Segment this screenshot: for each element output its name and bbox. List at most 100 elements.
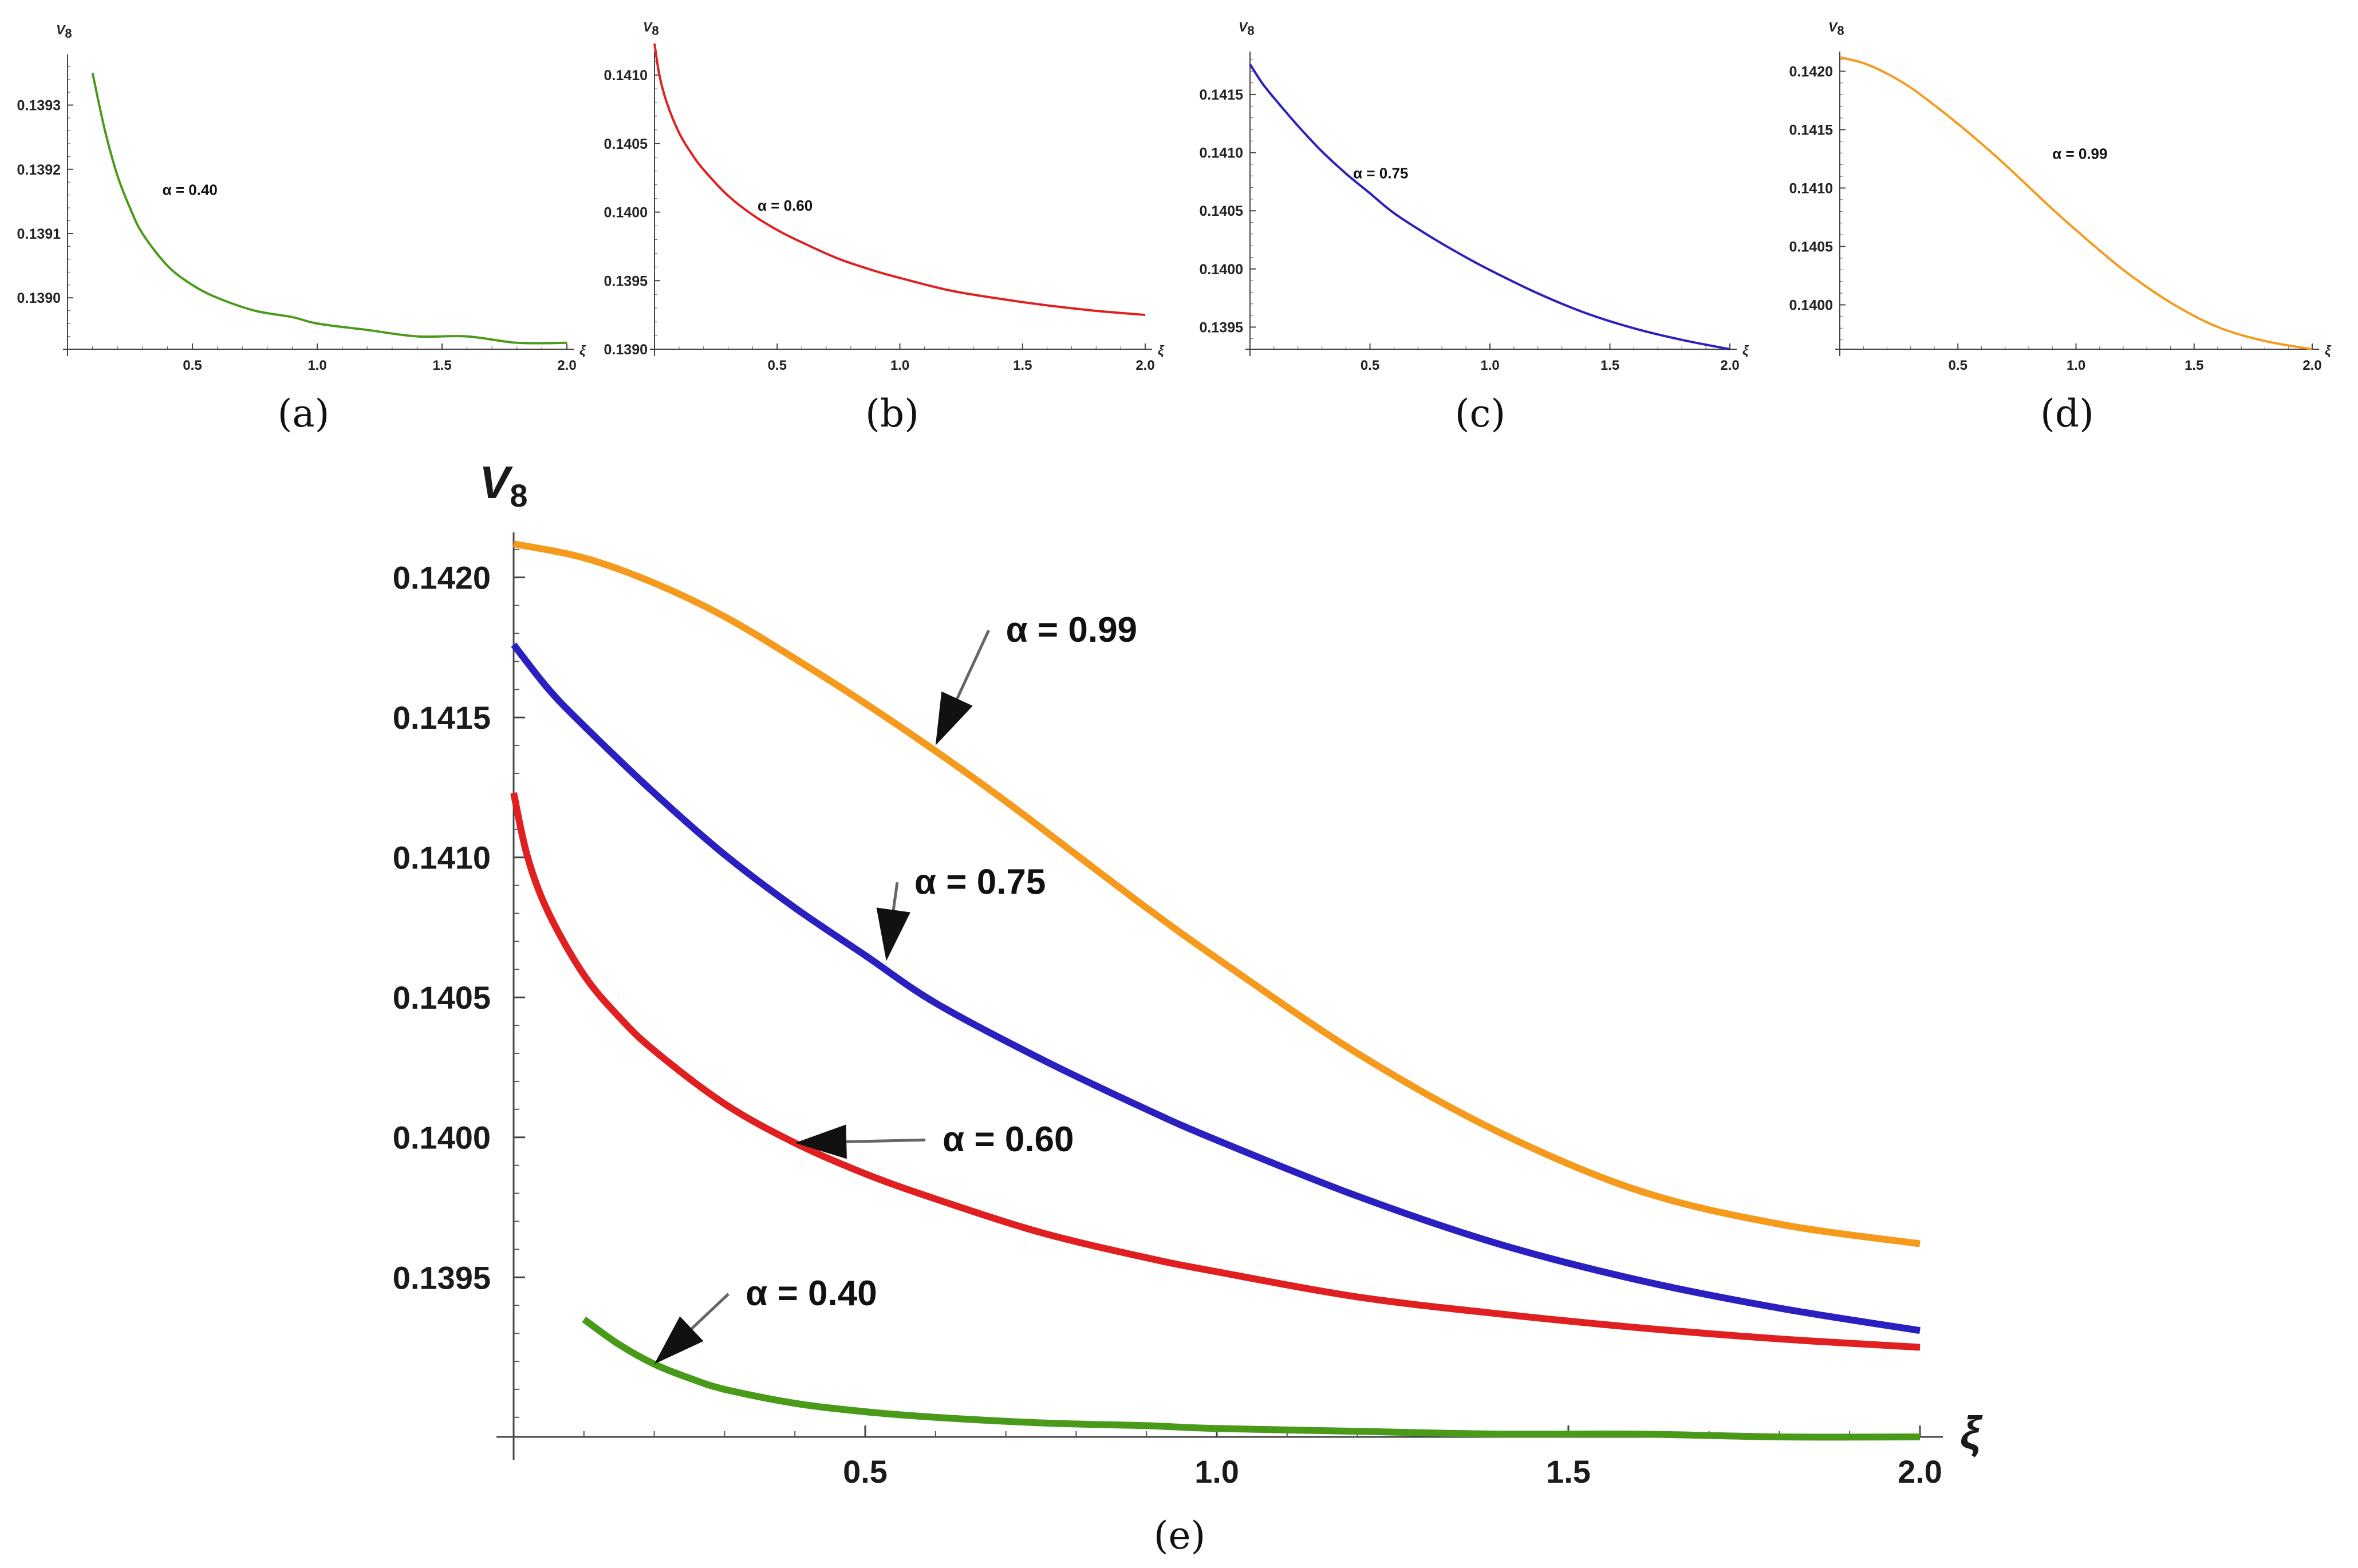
- x-tick-label: 1.0: [1480, 358, 1499, 373]
- x-tick-label: 1.5: [1600, 358, 1619, 373]
- annotation-arrow-head: [795, 1124, 847, 1159]
- x-tick-label: 1.5: [2184, 358, 2203, 373]
- annotation-label: α = 0.99: [1006, 610, 1137, 650]
- y-tick-label: 0.1393: [17, 98, 61, 114]
- y-tick-label: 0.1405: [604, 136, 648, 152]
- y-tick-label: 0.1400: [393, 1120, 491, 1156]
- x-tick-label: 1.0: [1194, 1454, 1239, 1490]
- annotation-arrow-shaft: [846, 1138, 926, 1143]
- y-axis-title-subscript: 8: [1247, 23, 1254, 38]
- y-axis-title-main: V: [1239, 19, 1248, 34]
- y-axis-title-main: V: [479, 457, 513, 508]
- series-line-e-3: [582, 1316, 1921, 1441]
- y-axis-title: V8: [1828, 19, 1844, 38]
- annotation-label: α = 0.99: [2052, 145, 2107, 162]
- y-axis-title-main: V: [643, 19, 653, 34]
- chart-panel-d: 0.1400 0.1405 0.1410 0.1415 0.1420 0.5 1.0 1.5 2…: [1789, 19, 2332, 436]
- x-axis-title: ξ: [2325, 343, 2332, 358]
- y-tick-label: 0.1395: [604, 273, 648, 289]
- x-axis-title: ξ: [1960, 1407, 1983, 1458]
- series-line-e-0: [512, 540, 1921, 1247]
- chart-panel-c: 0.1395 0.1400 0.1405 0.1410 0.1415 0.5 1.0 1.5 2…: [1200, 19, 1749, 436]
- x-tick-label: 0.5: [843, 1454, 888, 1490]
- annotation-arrow-head: [876, 907, 910, 961]
- x-tick-label: 1.0: [890, 358, 909, 373]
- x-axis-title: ξ: [1158, 343, 1165, 358]
- series-line-e-2: [510, 792, 1921, 1351]
- chart-panel-b: 0.1390 0.1395 0.1400 0.1405 0.1410 0.5 1.0 1.5 2…: [604, 19, 1165, 436]
- y-axis-title-subscript: 8: [510, 477, 527, 514]
- x-tick-label: 2.0: [1135, 358, 1154, 373]
- annotation-label: α = 0.75: [914, 862, 1046, 902]
- y-tick-label: 0.1415: [393, 700, 491, 736]
- y-tick-label: 0.1390: [604, 342, 648, 358]
- y-tick-label: 0.1391: [17, 226, 61, 242]
- y-tick-label: 0.1400: [1200, 262, 1243, 278]
- y-tick-label: 0.1395: [393, 1259, 491, 1296]
- annotation-arrow-head: [935, 691, 973, 746]
- x-tick-label: 2.0: [1720, 358, 1739, 373]
- panel-caption: (e): [1154, 1514, 1206, 1558]
- x-tick-label: 0.5: [768, 358, 787, 373]
- x-tick-label: 2.0: [2302, 358, 2321, 373]
- annotation-label: α = 0.60: [758, 197, 813, 214]
- y-tick-label: 0.1420: [1789, 64, 1833, 80]
- y-tick-label: 0.1405: [393, 979, 491, 1016]
- y-axis-title-subscript: 8: [1837, 23, 1844, 38]
- series-line-b-0: [653, 43, 1146, 317]
- y-axis-title: V8: [56, 22, 72, 41]
- annotation-label: α = 0.75: [1353, 164, 1408, 181]
- y-tick-label: 0.1415: [1200, 87, 1244, 103]
- panel-caption: (d): [2040, 392, 2094, 436]
- y-tick-label: 0.1392: [17, 162, 61, 178]
- annotation-label: α = 0.60: [943, 1120, 1074, 1159]
- y-tick-label: 0.1405: [1789, 239, 1833, 255]
- y-tick-label: 0.1390: [17, 290, 61, 306]
- x-axis-title: ξ: [579, 343, 586, 358]
- y-tick-label: 0.1405: [1200, 203, 1244, 219]
- chart-panel-a: 0.1390 0.1391 0.1392 0.1393 0.5 1.0 1.5 2.0 V8 ξ α…: [17, 22, 586, 436]
- panel-caption: (b): [865, 392, 919, 436]
- y-axis-title-subscript: 8: [65, 26, 72, 41]
- x-tick-label: 1.0: [307, 358, 326, 373]
- y-axis-title: V8: [479, 457, 528, 514]
- x-tick-label: 2.0: [557, 358, 576, 373]
- annotation-arrow-shaft: [892, 882, 899, 910]
- x-tick-label: 1.5: [1546, 1454, 1591, 1490]
- x-tick-label: 1.0: [2067, 358, 2085, 373]
- x-tick-label: 0.5: [1361, 358, 1379, 373]
- y-axis-title: V8: [1239, 19, 1255, 38]
- chart-panel-e: 0.1395 0.1400 0.1405 0.1410 0.1415 0.1420 0.5 1…: [393, 457, 1983, 1558]
- panel-caption: (a): [278, 392, 330, 436]
- y-tick-label: 0.1410: [604, 68, 648, 84]
- y-tick-label: 0.1400: [604, 205, 648, 221]
- x-tick-label: 2.0: [1898, 1454, 1942, 1490]
- annotation-label: α = 0.40: [746, 1274, 877, 1313]
- series-line-e-1: [511, 642, 1921, 1334]
- annotation-label: α = 0.40: [163, 181, 218, 199]
- series-line-c-0: [1249, 64, 1730, 350]
- annotation-arrow-head: [654, 1316, 704, 1364]
- y-tick-label: 0.1415: [1789, 122, 1833, 138]
- y-axis-title-subscript: 8: [652, 23, 658, 38]
- y-tick-label: 0.1395: [1200, 319, 1244, 335]
- series-line-d-0: [1839, 56, 2313, 350]
- y-tick-label: 0.1410: [1789, 180, 1833, 196]
- annotation-arrow-shaft: [956, 630, 990, 700]
- annotation-arrow-shaft: [691, 1293, 730, 1330]
- y-axis-title-main: V: [56, 22, 66, 37]
- panel-caption: (c): [1455, 392, 1505, 436]
- y-tick-label: 0.1400: [1789, 297, 1833, 313]
- x-tick-label: 1.5: [432, 358, 451, 373]
- y-tick-label: 0.1420: [393, 560, 491, 596]
- x-axis-title: ξ: [1742, 343, 1749, 358]
- y-tick-label: 0.1410: [1200, 145, 1243, 161]
- x-tick-label: 0.5: [183, 358, 202, 373]
- x-tick-label: 1.5: [1013, 358, 1032, 373]
- x-tick-label: 0.5: [1949, 358, 1967, 373]
- y-tick-label: 0.1410: [393, 840, 491, 876]
- y-axis-title: V8: [643, 19, 659, 38]
- series-line-a-0: [91, 72, 567, 345]
- y-axis-title-main: V: [1828, 19, 1838, 34]
